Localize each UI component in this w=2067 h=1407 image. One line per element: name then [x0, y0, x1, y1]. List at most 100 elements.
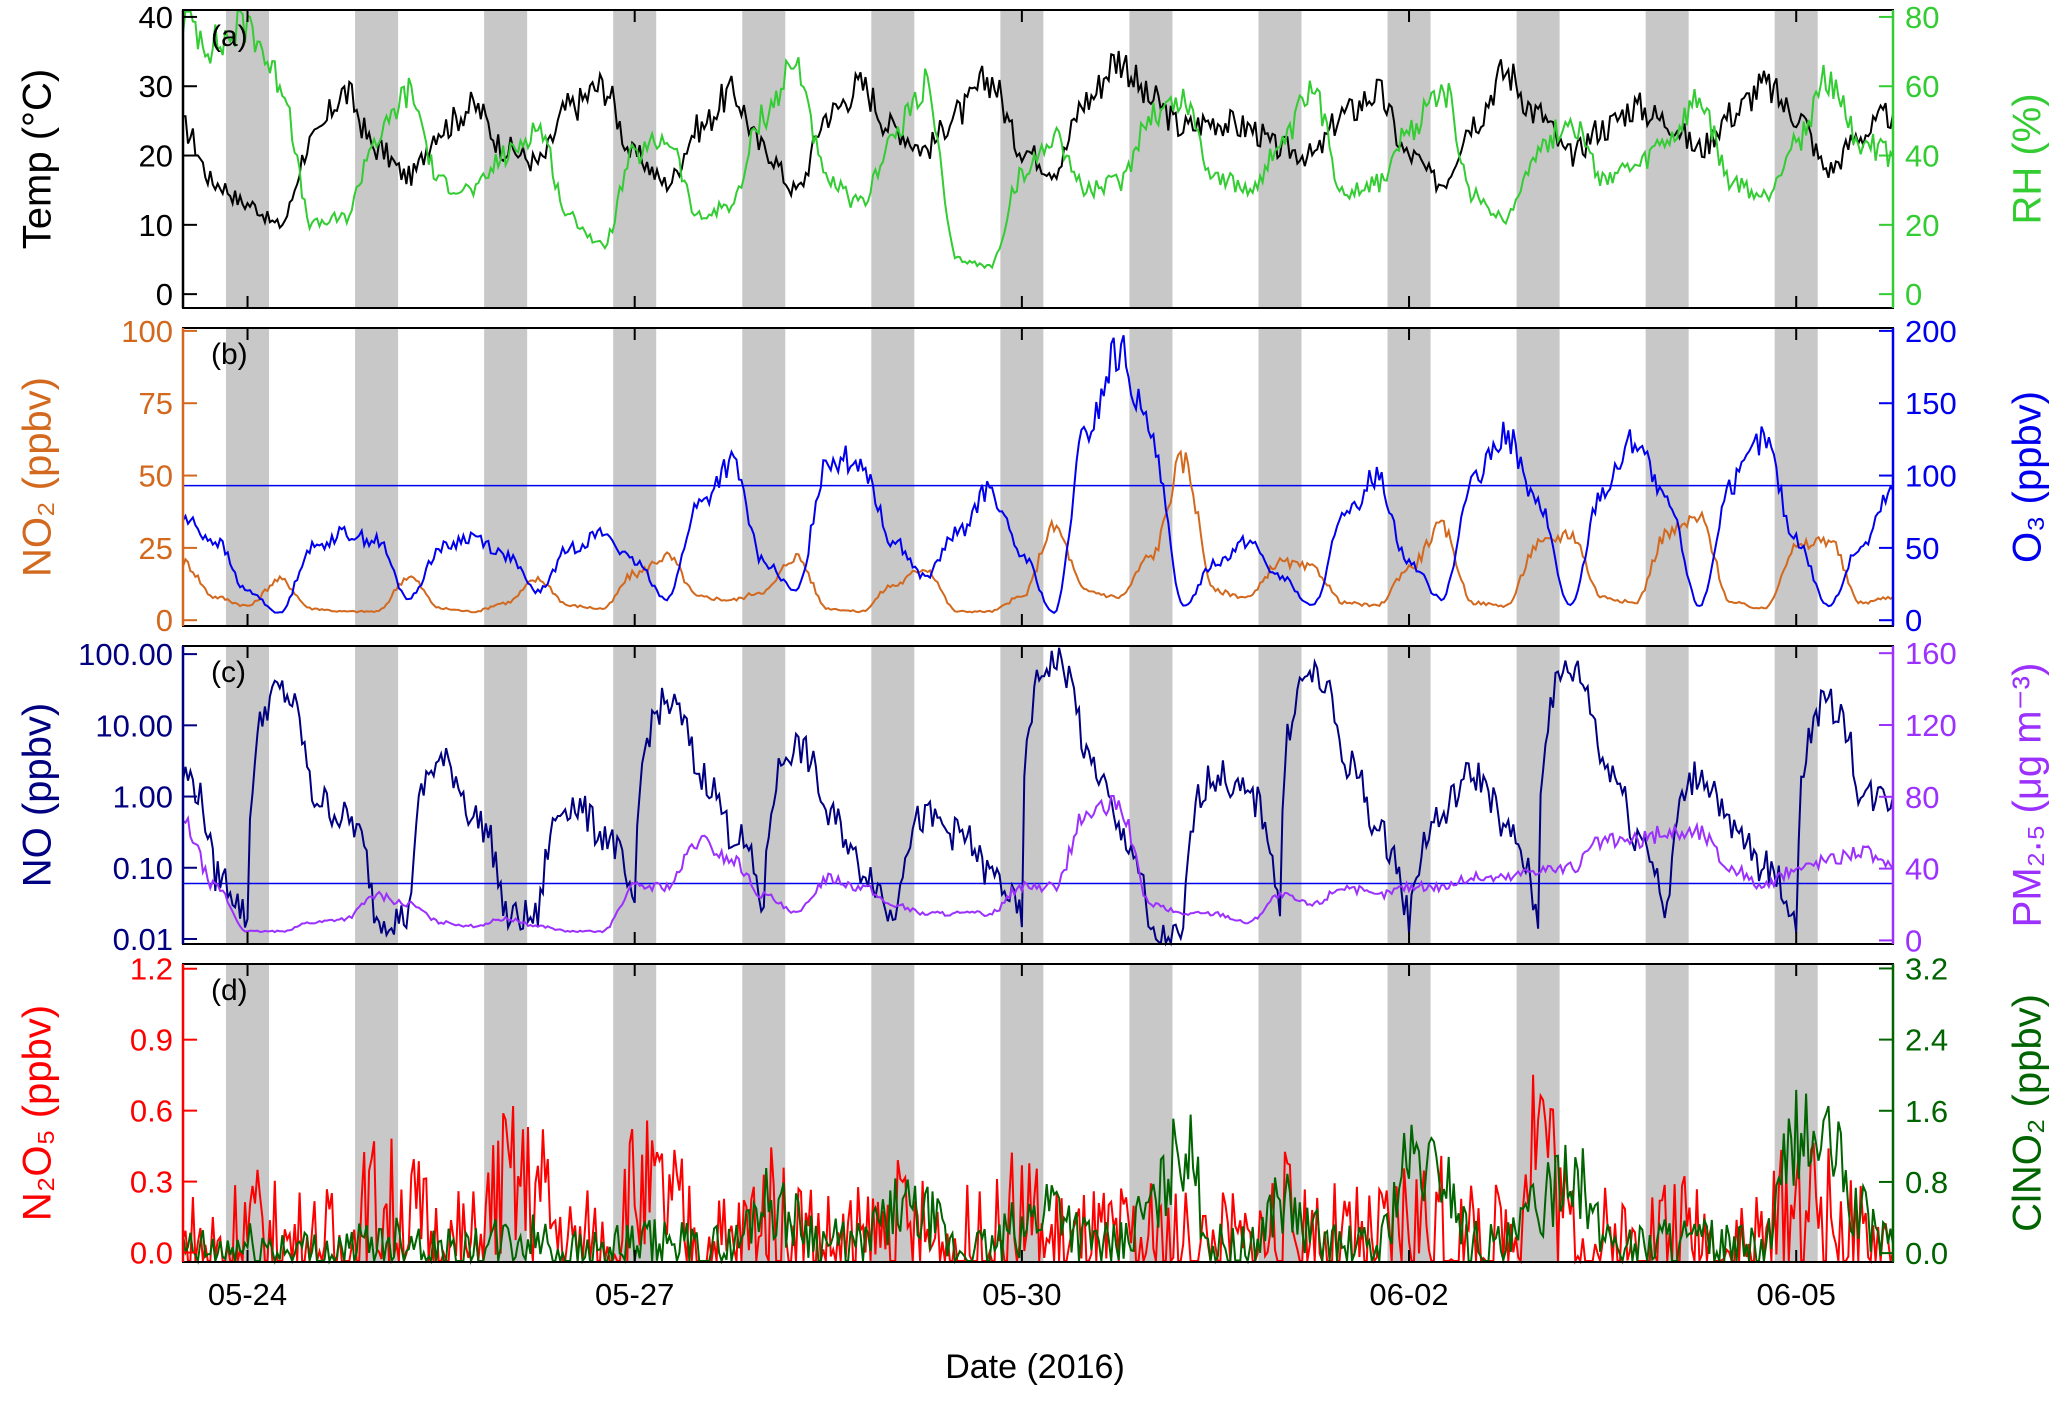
night-band	[613, 964, 657, 1262]
left-tick-label: 0.10	[113, 851, 173, 886]
night-band	[613, 10, 657, 308]
right-tick-label: 0	[1905, 923, 1922, 958]
left-tick-label: 0	[156, 277, 173, 312]
night-band	[1000, 964, 1044, 1262]
left-tick-label: 0.0	[130, 1236, 173, 1271]
left-tick-label: 50	[139, 459, 173, 494]
series-line	[183, 50, 1894, 230]
left-tick-label: 10.00	[95, 708, 173, 743]
right-tick-label: 0.0	[1905, 1236, 1948, 1271]
right-tick-label: 40	[1905, 852, 1939, 887]
night-band	[355, 328, 399, 626]
right-tick-label: 150	[1905, 386, 1957, 421]
right-axis-label: ClNO₂ (ppbv)	[2006, 994, 2050, 1232]
left-axis-label: NO (ppbv)	[16, 703, 60, 888]
left-tick-label: 30	[139, 69, 173, 104]
series-line	[182, 795, 1894, 934]
night-band	[1258, 10, 1302, 308]
night-band	[871, 10, 915, 308]
night-band	[1258, 964, 1302, 1262]
panel-tag: (a)	[211, 20, 248, 53]
night-band	[1129, 646, 1173, 944]
night-band	[1774, 10, 1818, 308]
series-line	[182, 647, 1894, 947]
right-tick-label: 60	[1905, 69, 1939, 104]
night-band	[871, 328, 915, 626]
left-tick-label: 100.00	[78, 637, 173, 672]
x-tick-label: 06-05	[1757, 1277, 1836, 1312]
night-band	[1516, 328, 1560, 626]
left-tick-label: 10	[139, 208, 173, 243]
night-band	[226, 10, 270, 308]
right-tick-label: 1.6	[1905, 1094, 1948, 1129]
night-band	[226, 328, 270, 626]
right-tick-label: 80	[1905, 780, 1939, 815]
night-band	[742, 10, 786, 308]
x-tick-label: 05-30	[982, 1277, 1061, 1312]
panel-b: 0 25 50 75 100 NO₂ (ppbv) 0 50 100 150 200 O₃ (ppbv…	[16, 314, 2050, 638]
left-axis-label: Temp (°C)	[16, 69, 60, 249]
night-band	[1387, 10, 1431, 308]
x-axis-label: Date (2016)	[945, 1348, 1125, 1386]
right-tick-label: 3.2	[1905, 951, 1948, 986]
panel-tag: (d)	[211, 974, 248, 1007]
x-tick-label: 05-24	[208, 1277, 287, 1312]
panel-tag: (b)	[211, 338, 248, 371]
series-line	[182, 9, 1894, 270]
right-axis-label: PM₂.₅ (μg m⁻³)	[2006, 663, 2050, 928]
night-band	[1387, 328, 1431, 626]
night-band	[355, 646, 399, 944]
right-tick-label: 20	[1905, 208, 1939, 243]
night-band	[484, 646, 528, 944]
right-tick-label: 200	[1905, 314, 1957, 349]
night-band	[1129, 328, 1173, 626]
right-tick-label: 0	[1905, 277, 1922, 312]
panel-a: 0 10 20 30 40 Temp (°C) 0 20 40 60 80 RH (%) (a)	[16, 0, 2050, 312]
right-tick-label: 80	[1905, 0, 1939, 35]
night-band	[1645, 10, 1689, 308]
left-tick-label: 40	[139, 0, 173, 35]
night-band	[742, 328, 786, 626]
night-band	[1129, 10, 1173, 308]
left-tick-label: 100	[121, 314, 173, 349]
left-tick-label: 0.6	[130, 1094, 173, 1129]
right-axis-label: O₃ (ppbv)	[2006, 391, 2050, 563]
left-tick-label: 0.01	[113, 922, 173, 957]
night-band	[1387, 646, 1431, 944]
night-band	[871, 646, 915, 944]
left-tick-label: 0.9	[130, 1023, 173, 1058]
panel-d: 0.0 0.3 0.6 0.9 1.2 N₂O₅ (ppbv) 0.0 0.8 1.6 2.4 3.…	[16, 951, 2050, 1271]
right-tick-label: 0	[1905, 603, 1922, 638]
left-tick-label: 25	[139, 531, 173, 566]
night-band	[1258, 328, 1302, 626]
right-axis-label: RH (%)	[2006, 93, 2050, 224]
left-tick-label: 0.3	[130, 1165, 173, 1200]
series-line	[182, 1089, 1894, 1265]
left-tick-label: 0	[156, 603, 173, 638]
right-tick-label: 160	[1905, 636, 1957, 671]
left-axis-label: N₂O₅ (ppbv)	[16, 1005, 60, 1221]
x-tick-label: 06-02	[1369, 1277, 1448, 1312]
series-line	[182, 335, 1894, 615]
night-band	[484, 328, 528, 626]
left-axis-label: NO₂ (ppbv)	[16, 377, 60, 577]
right-tick-label: 120	[1905, 708, 1957, 743]
right-tick-label: 40	[1905, 139, 1939, 174]
left-tick-label: 1.00	[113, 780, 173, 815]
left-tick-label: 75	[139, 386, 173, 421]
left-tick-label: 1.2	[130, 952, 173, 987]
panel-tag: (c)	[211, 656, 246, 689]
series-line	[182, 449, 1894, 614]
panel-c: 0.01 0.10 1.00 10.00 100.00 NO (ppbv) 0 40 80 120…	[16, 636, 2050, 958]
right-tick-label: 0.8	[1905, 1165, 1948, 1200]
night-band	[1516, 10, 1560, 308]
night-band	[1774, 328, 1818, 626]
right-tick-label: 50	[1905, 531, 1939, 566]
night-band	[1387, 964, 1431, 1262]
right-tick-label: 2.4	[1905, 1023, 1948, 1058]
left-tick-label: 20	[139, 139, 173, 174]
night-band	[1645, 328, 1689, 626]
right-tick-label: 100	[1905, 459, 1957, 494]
x-tick-label: 05-27	[595, 1277, 674, 1312]
